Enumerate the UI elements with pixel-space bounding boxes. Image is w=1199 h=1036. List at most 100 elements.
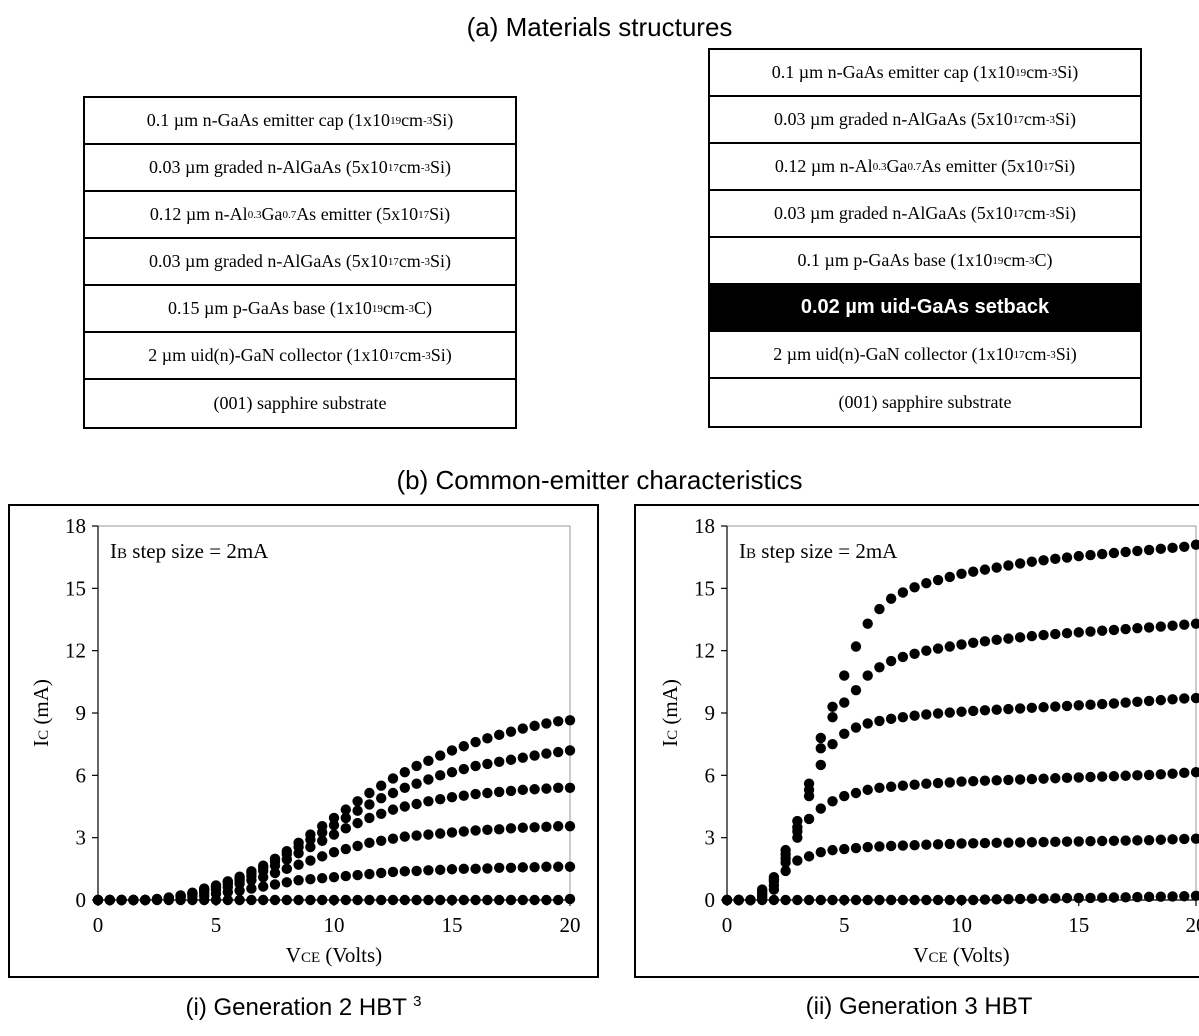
data-point: [234, 894, 245, 906]
data-point: [792, 815, 803, 827]
data-point: [1155, 834, 1167, 845]
data-point: [246, 866, 257, 877]
data-point: [1108, 698, 1120, 709]
data-point: [317, 872, 328, 884]
data-point: [921, 778, 932, 789]
data-point: [932, 839, 944, 850]
data-point: [827, 711, 838, 723]
x-tick-label: 5: [839, 913, 850, 937]
data-point: [991, 775, 1002, 786]
data-point: [1073, 550, 1084, 562]
data-point: [399, 767, 410, 778]
data-point: [1097, 835, 1108, 847]
data-point: [482, 824, 493, 835]
y-axis-label: IC (mA): [29, 679, 53, 747]
data-point: [564, 821, 576, 832]
data-point: [1179, 693, 1190, 704]
data-point: [529, 720, 540, 732]
data-point: [494, 862, 505, 873]
data-point: [815, 847, 826, 858]
data-point: [897, 651, 909, 663]
data-point: [862, 718, 873, 729]
data-point: [1190, 539, 1199, 550]
layer: 0.03 µm graded n-AlGaAs (5x10 17 cm -3 Si): [710, 97, 1140, 144]
data-point: [1167, 542, 1178, 554]
data-point: [1132, 770, 1143, 781]
data-point: [733, 894, 744, 906]
data-point: [376, 835, 387, 846]
data-point: [944, 838, 955, 850]
data-point: [932, 708, 944, 719]
data-point: [269, 894, 281, 906]
data-point: [1038, 893, 1049, 904]
data-point: [827, 894, 838, 906]
data-point: [1179, 833, 1190, 845]
x-tick-label: 10: [951, 913, 972, 937]
data-point: [269, 853, 281, 865]
data-point: [1143, 544, 1155, 556]
data-point: [505, 785, 517, 797]
data-point: [921, 839, 932, 850]
data-point: [885, 713, 897, 725]
data-point: [1155, 543, 1167, 555]
data-point: [827, 738, 838, 750]
data-point: [1190, 692, 1199, 704]
data-point: [862, 841, 873, 853]
data-point: [850, 641, 862, 652]
data-point: [435, 794, 446, 805]
caption-reference: 3: [413, 993, 422, 1010]
data-point: [968, 838, 979, 849]
data-point: [1132, 696, 1143, 707]
data-point: [1097, 548, 1108, 560]
data-point: [1108, 624, 1120, 636]
data-point: [352, 796, 363, 807]
data-point: [803, 813, 815, 825]
data-point: [494, 786, 505, 798]
data-point: [862, 618, 873, 629]
y-tick-label: 6: [705, 763, 716, 787]
data-point: [1120, 623, 1131, 635]
data-point: [352, 817, 363, 829]
data-point: [376, 792, 387, 804]
data-point: [850, 842, 862, 854]
data-point: [564, 715, 576, 726]
data-point: [1120, 835, 1131, 846]
data-point: [423, 755, 434, 766]
data-point: [839, 728, 850, 739]
data-point: [1085, 699, 1096, 710]
data-point: [1167, 694, 1178, 705]
data-point: [423, 894, 434, 906]
data-point: [991, 562, 1002, 573]
data-point: [317, 851, 328, 862]
data-point: [435, 828, 446, 839]
data-point: [553, 716, 564, 727]
data-point: [1132, 623, 1143, 634]
data-point: [1038, 701, 1049, 713]
data-point: [387, 804, 399, 815]
data-point: [921, 894, 932, 906]
data-point: [494, 894, 505, 906]
data-point: [1179, 891, 1190, 902]
data-point: [780, 844, 791, 856]
data-point: [517, 862, 528, 873]
x-tick-label: 20: [560, 913, 581, 937]
data-point: [553, 861, 564, 872]
data-point: [505, 894, 517, 906]
y-tick-label: 0: [705, 888, 716, 912]
layer: 0.03 µm graded n-AlGaAs (5x10 17 cm -3 Si): [85, 145, 515, 192]
data-point: [803, 851, 815, 862]
data-point: [909, 582, 920, 593]
data-point: [399, 831, 410, 842]
data-point: [1050, 893, 1061, 904]
data-point: [305, 841, 316, 853]
data-point: [1085, 549, 1096, 561]
step-size-annotation: IB step size = 2mA: [739, 539, 898, 563]
data-point: [517, 723, 528, 734]
data-point: [991, 704, 1002, 715]
data-point: [1026, 702, 1038, 714]
data-point: [517, 784, 528, 796]
y-tick-label: 18: [694, 514, 715, 538]
data-point: [979, 564, 991, 575]
data-point: [803, 778, 815, 789]
data-point: [932, 574, 944, 586]
